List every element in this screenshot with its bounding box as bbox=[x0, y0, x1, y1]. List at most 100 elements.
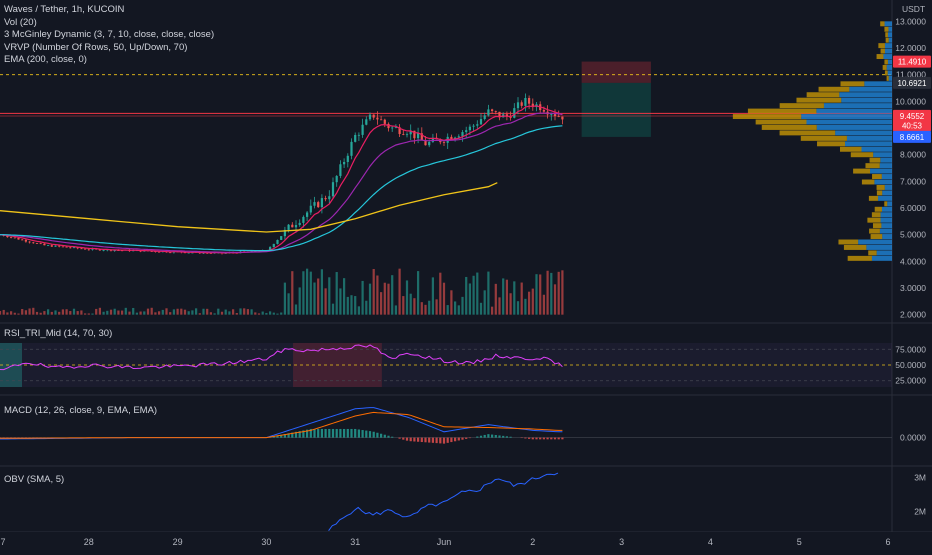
candle-body bbox=[402, 134, 404, 135]
volume-bar bbox=[84, 313, 86, 314]
vrvp-up-bar bbox=[880, 163, 892, 168]
time-tick: 31 bbox=[350, 537, 360, 547]
volume-bar bbox=[147, 309, 149, 315]
price-badge-text: 8.6661 bbox=[900, 133, 925, 142]
candle-body bbox=[102, 250, 104, 251]
candle-body bbox=[550, 114, 552, 115]
candle-body bbox=[295, 225, 297, 227]
macd-histogram-bar bbox=[465, 438, 467, 439]
volume-bar bbox=[502, 278, 504, 314]
vrvp-down-bar bbox=[841, 81, 865, 86]
volume-bar bbox=[65, 309, 67, 314]
volume-bar bbox=[47, 309, 49, 314]
volume-bar bbox=[10, 311, 12, 314]
price-tick: 10.0000 bbox=[895, 96, 926, 106]
candle-body bbox=[336, 176, 338, 182]
macd-histogram-bar bbox=[358, 430, 360, 438]
rsi-tick: 25.0000 bbox=[895, 376, 926, 386]
volume-bar bbox=[410, 294, 412, 315]
obv-label[interactable]: OBV (SMA, 5) bbox=[4, 474, 64, 485]
candle-body bbox=[365, 119, 367, 124]
volume-bar bbox=[91, 314, 93, 315]
volume-bar bbox=[402, 296, 404, 315]
volume-bar bbox=[343, 278, 345, 315]
volume-bar bbox=[95, 309, 97, 315]
indicator-mcginley[interactable]: 3 McGinley Dynamic (3, 7, 10, close, clo… bbox=[4, 29, 214, 42]
vrvp-down-bar bbox=[817, 141, 845, 146]
volume-bar bbox=[217, 309, 219, 315]
vrvp-up-bar bbox=[882, 174, 892, 179]
volume-bar bbox=[554, 284, 556, 314]
volume-bar bbox=[535, 274, 537, 314]
vrvp-up-bar bbox=[870, 169, 892, 174]
volume-bar bbox=[165, 308, 167, 314]
volume-bar bbox=[151, 308, 153, 315]
macd-histogram-bar bbox=[506, 436, 508, 437]
indicator-ema[interactable]: EMA (200, close, 0) bbox=[4, 54, 214, 67]
vrvp-down-bar bbox=[762, 125, 817, 130]
vrvp-down-bar bbox=[886, 38, 889, 43]
macd-histogram-bar bbox=[413, 438, 415, 442]
vrvp-down-bar bbox=[877, 190, 882, 195]
volume-bar bbox=[532, 289, 534, 315]
candle-body bbox=[443, 142, 445, 143]
vrvp-up-bar bbox=[889, 76, 892, 81]
candle-body bbox=[169, 252, 171, 253]
candle-body bbox=[350, 142, 352, 156]
macd-histogram-bar bbox=[546, 438, 548, 440]
vrvp-down-bar bbox=[877, 54, 884, 59]
macd-histogram-bar bbox=[532, 438, 534, 440]
vrvp-down-bar bbox=[880, 21, 884, 26]
vrvp-up-bar bbox=[888, 60, 892, 65]
macd-histogram-bar bbox=[406, 438, 408, 441]
macd-histogram-bar bbox=[417, 438, 419, 442]
vrvp-down-bar bbox=[844, 245, 866, 250]
candle-body bbox=[80, 248, 82, 249]
macd-histogram-bar bbox=[428, 438, 430, 443]
volume-bar bbox=[428, 301, 430, 315]
rsi-label[interactable]: RSI_TRI_Mid (14, 70, 30) bbox=[4, 328, 112, 339]
indicator-vrvp[interactable]: VRVP (Number Of Rows, 50, Up/Down, 70) bbox=[4, 42, 214, 55]
candle-body bbox=[273, 244, 275, 247]
time-tick: 28 bbox=[84, 537, 94, 547]
macd-histogram-bar bbox=[484, 435, 486, 438]
volume-bar bbox=[443, 283, 445, 315]
macd-histogram-bar bbox=[539, 438, 541, 440]
macd-histogram-bar bbox=[554, 438, 556, 440]
vrvp-down-bar bbox=[840, 147, 862, 152]
candle-body bbox=[428, 142, 430, 145]
macd-histogram-bar bbox=[347, 429, 349, 438]
volume-bar bbox=[413, 298, 415, 314]
volume-bar bbox=[102, 312, 104, 315]
candle-body bbox=[484, 115, 486, 119]
volume-bar bbox=[328, 277, 330, 314]
vrvp-up-bar bbox=[885, 43, 892, 48]
time-tick: 4 bbox=[708, 537, 713, 547]
candle-body bbox=[17, 238, 19, 240]
vrvp-down-bar bbox=[848, 256, 872, 261]
volume-bar bbox=[365, 301, 367, 315]
vrvp-up-bar bbox=[882, 190, 892, 195]
volume-bar bbox=[491, 307, 493, 315]
macd-label[interactable]: MACD (12, 26, close, 9, EMA, EMA) bbox=[4, 405, 157, 416]
volume-bar bbox=[373, 269, 375, 315]
volume-bar bbox=[321, 269, 323, 314]
macd-histogram-bar bbox=[458, 438, 460, 441]
volume-bar bbox=[432, 277, 434, 314]
volume-bar bbox=[395, 305, 397, 314]
vrvp-down-bar bbox=[877, 185, 885, 190]
vrvp-down-bar bbox=[838, 240, 858, 245]
indicator-volume[interactable]: Vol (20) bbox=[4, 17, 214, 30]
vrvp-up-bar bbox=[887, 65, 892, 70]
volume-bar bbox=[295, 304, 297, 314]
volume-bar bbox=[28, 308, 30, 314]
volume-bar bbox=[125, 308, 127, 315]
macd-histogram-bar bbox=[313, 429, 315, 438]
macd-histogram-bar bbox=[350, 429, 352, 438]
volume-bar bbox=[313, 283, 315, 315]
price-tick: 8.0000 bbox=[900, 150, 926, 160]
volume-bar bbox=[521, 283, 523, 315]
currency-label: USDT bbox=[902, 4, 925, 14]
